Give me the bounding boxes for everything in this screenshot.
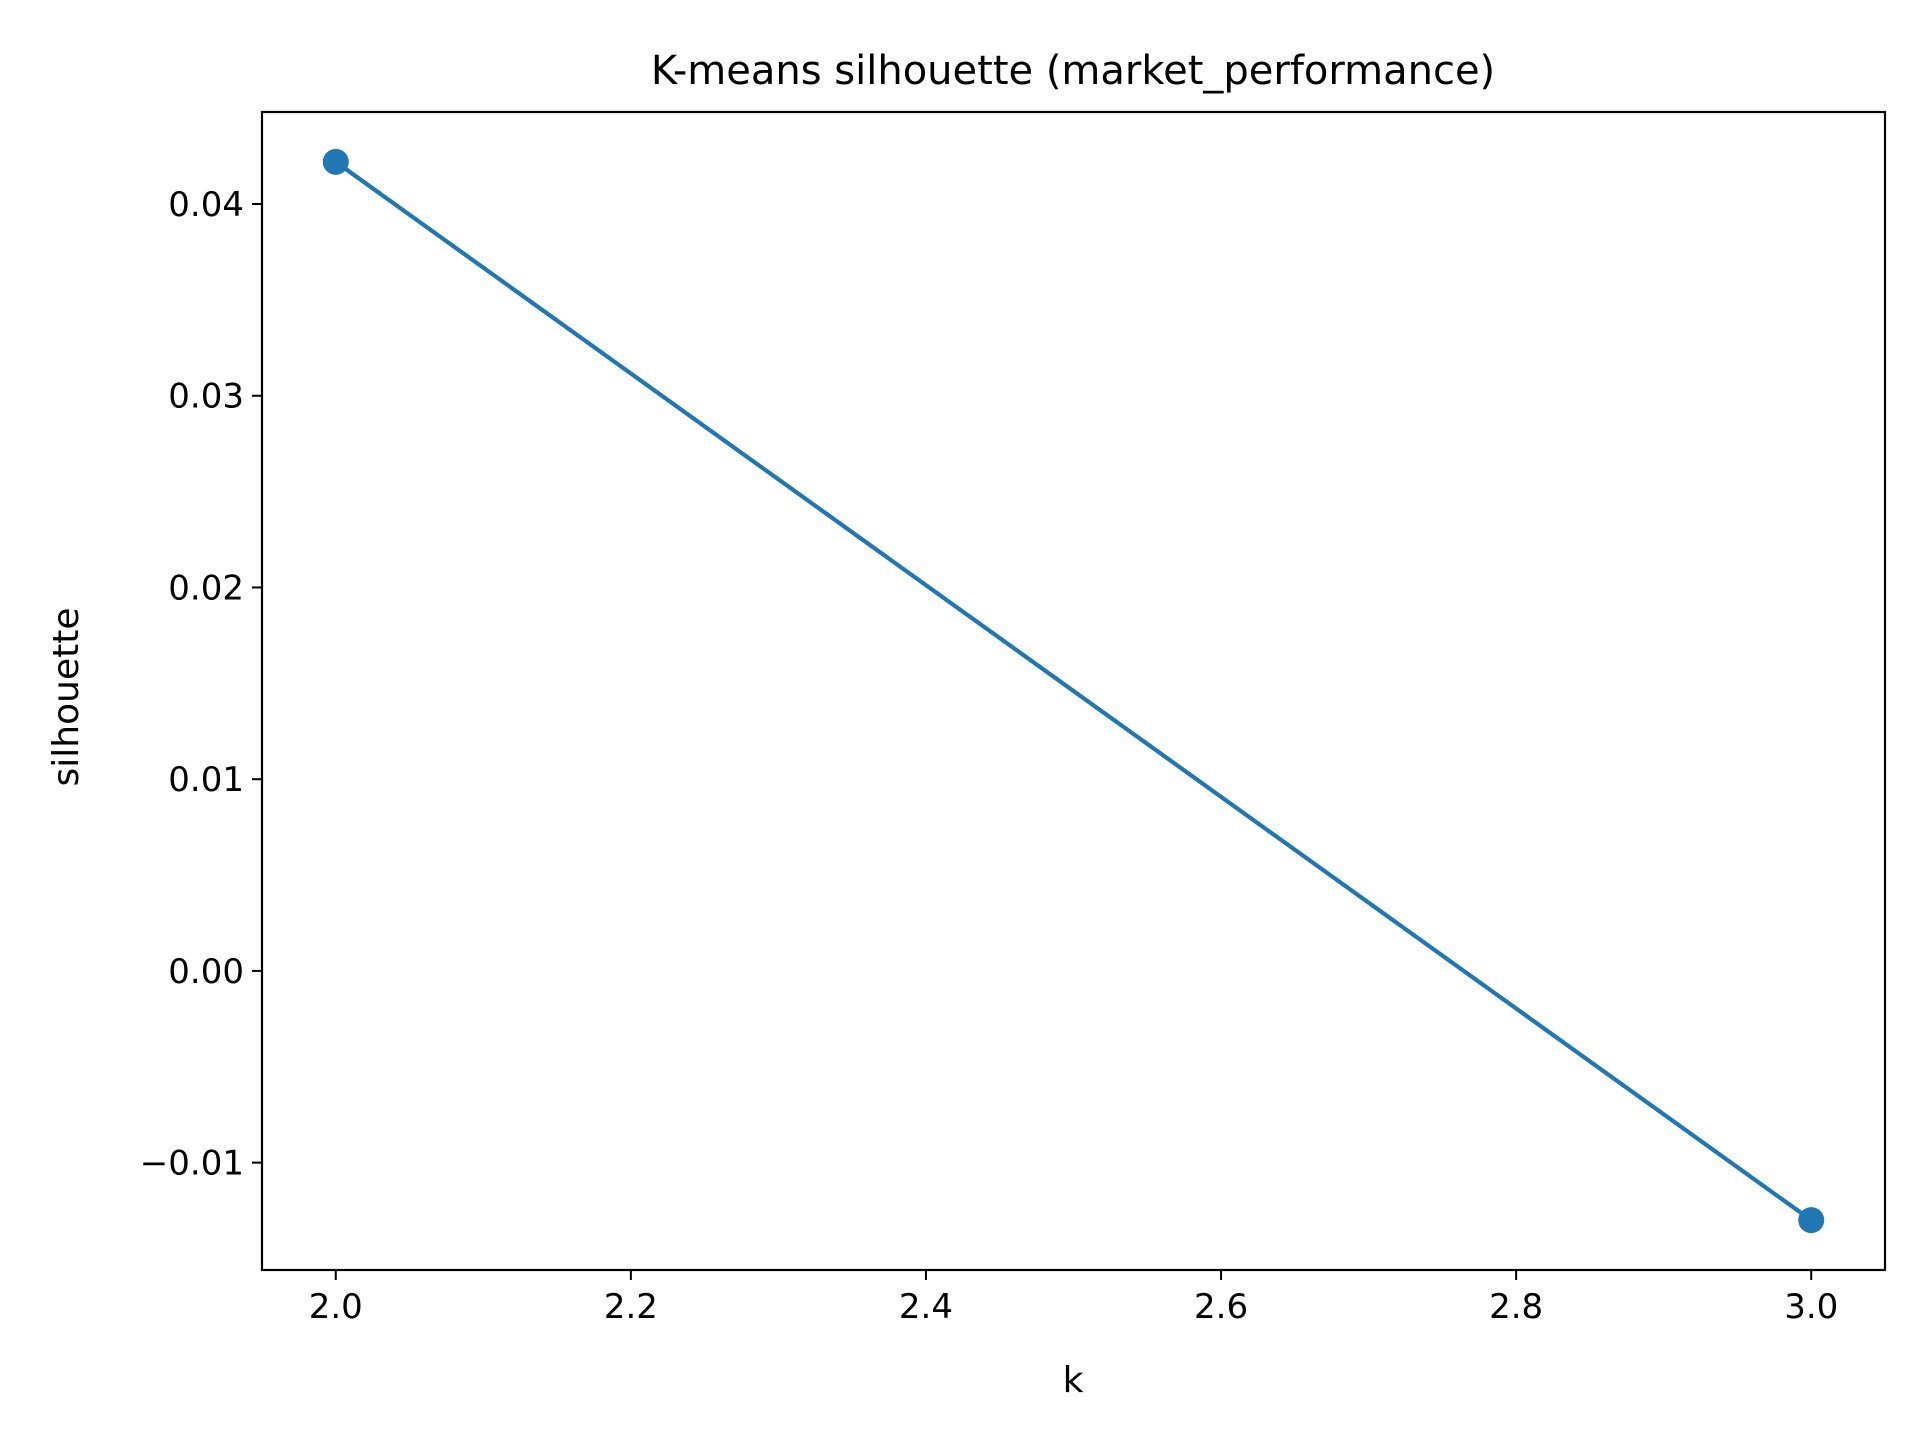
x-tick-label: 2.6 xyxy=(1194,1287,1248,1327)
y-axis-ticks: −0.01 0.00 0.01 0.02 0.03 0.04 xyxy=(140,185,262,1184)
x-tick-label: 2.0 xyxy=(309,1287,363,1327)
x-tick-label: 3.0 xyxy=(1784,1287,1838,1327)
x-tick-label: 2.2 xyxy=(604,1287,658,1327)
plot-frame xyxy=(260,110,1887,1272)
x-tick-label: 2.4 xyxy=(899,1287,953,1327)
series-layer xyxy=(322,148,1825,1234)
data-point xyxy=(322,148,349,175)
x-tick-label: 2.8 xyxy=(1489,1287,1543,1327)
y-tick-label: 0.03 xyxy=(168,377,244,417)
series-line xyxy=(332,158,1815,1224)
chart-title: K-means silhouette (market_performance) xyxy=(651,48,1495,94)
y-tick-label: 0.02 xyxy=(168,568,244,608)
data-point xyxy=(1798,1207,1825,1234)
x-axis-label: k xyxy=(1063,1360,1084,1401)
y-tick-label: −0.01 xyxy=(140,1144,244,1184)
y-tick-label: 0.00 xyxy=(168,952,244,992)
y-tick-label: 0.04 xyxy=(168,185,244,225)
y-axis-label: silhouette xyxy=(46,608,87,787)
x-axis-ticks: 2.0 2.2 2.4 2.6 2.8 3.0 xyxy=(309,1270,1838,1327)
y-tick-label: 0.01 xyxy=(168,760,244,800)
